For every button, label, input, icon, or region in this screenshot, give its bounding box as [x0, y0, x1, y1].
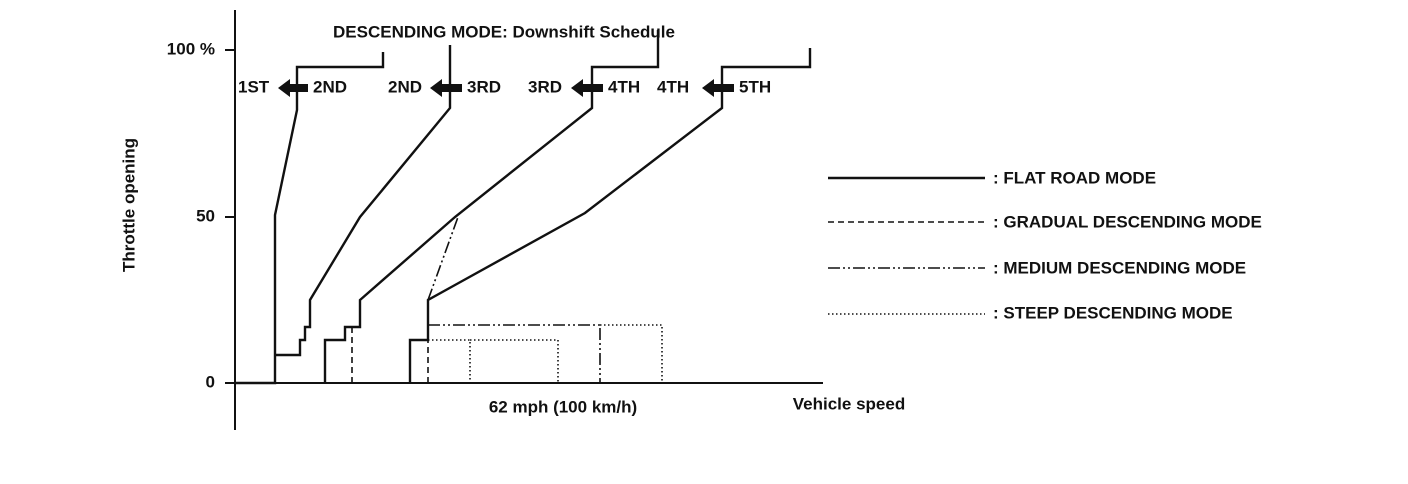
legend-label: : STEEP DESCENDING MODE [993, 303, 1233, 322]
steep-curve [600, 324, 663, 383]
x-axis-label: Vehicle speed [793, 394, 905, 413]
arrow [278, 79, 308, 97]
y-axis-label: Throttle opening [119, 138, 138, 272]
gear-label: 3RD [528, 77, 562, 96]
flat-road-curve [235, 52, 385, 385]
gear-label: 2ND [313, 77, 347, 96]
medium-curve [427, 216, 459, 301]
legend-label: : FLAT ROAD MODE [993, 168, 1156, 187]
steep-curve [470, 339, 559, 383]
steep-curve [412, 339, 471, 383]
legend-label: : MEDIUM DESCENDING MODE [993, 258, 1246, 277]
gear-label: 5TH [739, 77, 771, 96]
gear-label: 1ST [238, 77, 270, 96]
y-tick-label: 50 [196, 206, 215, 225]
legend-label: : GRADUAL DESCENDING MODE [993, 212, 1262, 231]
arrow [571, 79, 603, 97]
y-tick-label: 100 % [167, 39, 215, 58]
gear-label: 2ND [388, 77, 422, 96]
y-tick-label: 0 [206, 372, 215, 391]
gear-label: 3RD [467, 77, 501, 96]
title: DESCENDING MODE: Downshift Schedule [333, 22, 675, 41]
gear-label: 4TH [657, 77, 689, 96]
medium-curve [428, 324, 601, 383]
flat-road-curve [275, 45, 452, 357]
arrow [430, 79, 462, 97]
gear-label: 4TH [608, 77, 640, 96]
flat-road-curve [323, 30, 660, 383]
arrow [702, 79, 734, 97]
x-annotation: 62 mph (100 km/h) [489, 397, 637, 416]
flat-road-curve [408, 48, 812, 383]
